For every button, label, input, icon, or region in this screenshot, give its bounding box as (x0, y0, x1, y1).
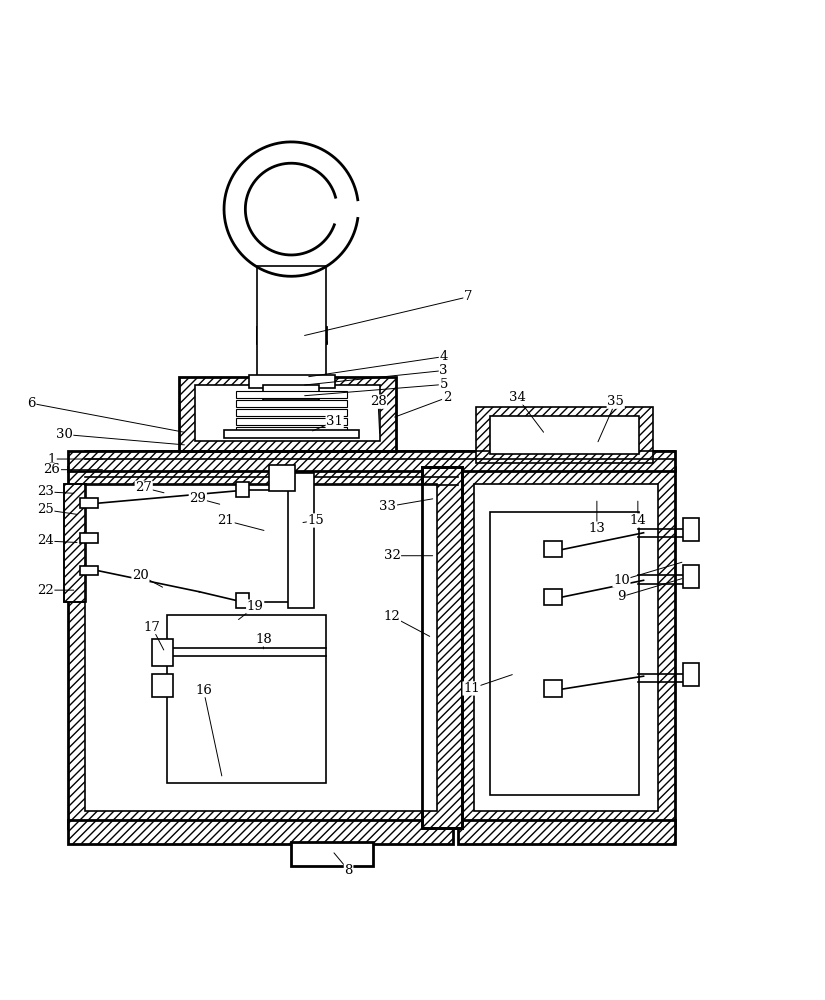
Bar (80, 498, 98, 508)
Text: 14: 14 (629, 514, 646, 527)
Bar (224, 430, 359, 438)
Text: 24: 24 (37, 534, 54, 547)
Bar (288, 473, 314, 608)
Text: 18: 18 (255, 633, 271, 646)
Bar (85, 484, 437, 811)
Bar (248, 375, 335, 388)
Bar (236, 409, 347, 416)
Text: 7: 7 (464, 290, 473, 303)
Bar (269, 465, 295, 491)
Bar (68, 820, 454, 844)
Bar (85, 484, 437, 811)
Text: 27: 27 (135, 481, 152, 494)
Bar (80, 566, 98, 575)
Bar (236, 400, 347, 407)
Bar (236, 427, 347, 434)
Bar (458, 467, 675, 828)
Bar (683, 518, 700, 541)
Text: 17: 17 (144, 621, 160, 634)
Bar (458, 820, 675, 844)
Text: 8: 8 (344, 864, 353, 877)
Bar (236, 593, 248, 608)
Bar (152, 674, 173, 697)
Bar (263, 385, 319, 400)
Bar (64, 484, 86, 602)
Bar (257, 266, 327, 377)
Text: 30: 30 (56, 428, 73, 441)
Text: 12: 12 (384, 610, 400, 623)
Text: 1: 1 (48, 453, 56, 466)
Bar (489, 512, 639, 795)
Bar (476, 500, 653, 807)
Bar (291, 842, 373, 866)
Bar (152, 639, 173, 666)
Bar (154, 602, 339, 795)
Text: 32: 32 (384, 549, 400, 562)
Text: 35: 35 (607, 395, 625, 408)
Bar (422, 467, 462, 828)
Bar (489, 416, 639, 454)
Text: 13: 13 (588, 522, 606, 535)
Text: 9: 9 (617, 590, 625, 603)
Bar (68, 467, 454, 828)
Text: 28: 28 (370, 395, 386, 408)
Text: 23: 23 (37, 485, 54, 498)
Bar (64, 484, 86, 602)
Bar (80, 533, 98, 543)
Text: 21: 21 (217, 514, 234, 527)
Text: 10: 10 (613, 574, 629, 587)
Text: 25: 25 (37, 503, 54, 516)
Bar (474, 484, 658, 811)
Bar (474, 484, 658, 811)
Text: 11: 11 (463, 682, 480, 695)
Bar (167, 615, 327, 783)
Bar (476, 407, 653, 463)
Bar (544, 680, 562, 697)
Bar (683, 565, 700, 588)
Text: 34: 34 (509, 391, 526, 404)
Text: 26: 26 (44, 463, 60, 476)
Text: 2: 2 (443, 391, 451, 404)
Bar (683, 663, 700, 686)
Text: 5: 5 (440, 378, 448, 391)
Bar (544, 588, 562, 605)
Text: 19: 19 (247, 600, 264, 613)
Bar (236, 418, 347, 425)
Text: 33: 33 (380, 500, 397, 513)
Text: 4: 4 (440, 350, 448, 363)
Bar (236, 482, 248, 497)
Bar (422, 467, 462, 828)
Text: 22: 22 (37, 584, 54, 597)
Bar (196, 385, 380, 441)
Bar (179, 377, 396, 451)
Text: 3: 3 (440, 364, 448, 377)
Text: 20: 20 (132, 569, 148, 582)
Bar (236, 391, 347, 398)
Text: 16: 16 (195, 684, 212, 697)
Text: 31: 31 (326, 415, 343, 428)
Text: 29: 29 (190, 492, 206, 505)
Text: 6: 6 (27, 397, 35, 410)
Bar (68, 451, 675, 471)
Bar (544, 541, 562, 557)
Text: 15: 15 (308, 514, 324, 527)
